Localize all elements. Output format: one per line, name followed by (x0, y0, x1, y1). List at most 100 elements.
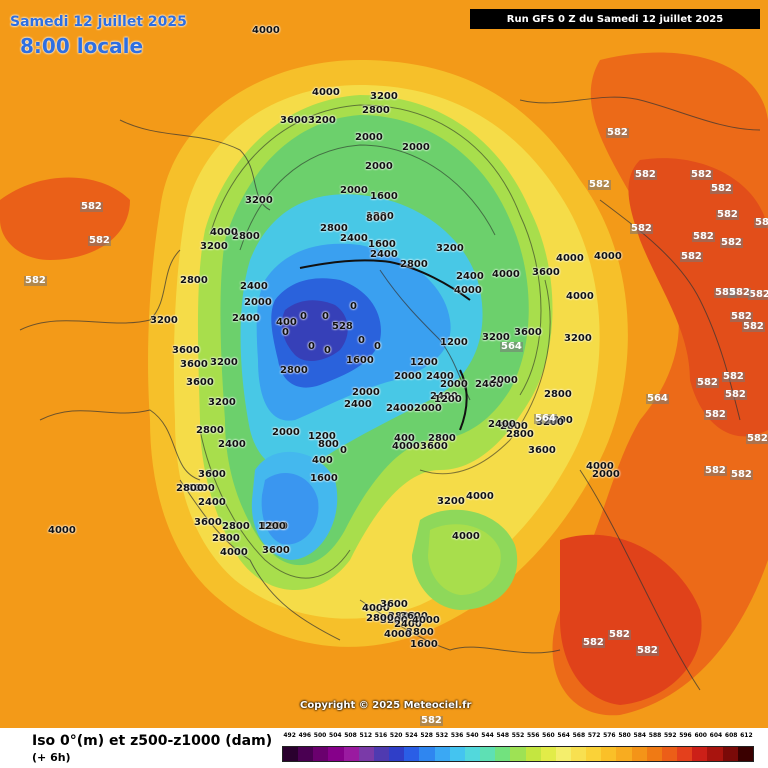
iso0-contour-label: 4000 (594, 251, 622, 262)
legend-swatch (480, 747, 496, 761)
iso0-contour-label: 4000 (252, 25, 280, 36)
iso0-contour-label: 3200 (308, 115, 336, 126)
legend-bar (282, 746, 754, 762)
z500-contour-label: 582 (696, 377, 719, 388)
z500-contour-label: 582 (730, 311, 753, 322)
iso0-contour-label: 528 (332, 321, 353, 332)
legend-swatch (328, 747, 344, 761)
iso0-contour-label: 1600 (370, 191, 398, 202)
z500-contour-label: 582 (754, 218, 768, 228)
legend-label: 604 (709, 732, 723, 739)
iso0-contour-label: 2800 (544, 389, 572, 400)
legend-swatch (677, 747, 693, 761)
legend-label: 576 (603, 732, 616, 739)
iso0-contour-label: 1200 (440, 337, 468, 348)
iso0-contour-label: 3200 (564, 333, 592, 344)
iso0-contour-label: 2000 (440, 379, 468, 390)
iso0-contour-label: 3200 (150, 315, 178, 326)
z500-contour-label: 582 (746, 433, 768, 444)
iso0-contour-label: 4000 (492, 269, 520, 280)
legend-swatch (616, 747, 632, 761)
legend-label: 544 (481, 732, 494, 739)
lead-time: (+ 6h) (32, 751, 71, 764)
z500-contour-label: 582 (606, 127, 629, 138)
iso0-contour-label: 1600 (410, 639, 438, 650)
legend-label: 536 (450, 732, 464, 739)
z500-contour-label: 582 (720, 237, 743, 248)
iso0-contour-label: 2000 (365, 161, 393, 172)
iso0-contour-label: 4000 (187, 483, 215, 494)
iso0-contour-label: 2000 (355, 132, 383, 143)
z500-contour-label: 582 (420, 715, 443, 726)
iso0-contour-label: 4000 (384, 629, 412, 640)
iso0-contour-label: 4000 (466, 491, 494, 502)
legend-label: 612 (740, 732, 753, 739)
z500-contour-label: 564 (534, 413, 557, 424)
iso0-contour-label: 2800 (400, 259, 428, 270)
iso0-contour-label: 1200 (434, 394, 462, 405)
iso0-contour-label: 4000 (362, 603, 390, 614)
iso0-contour-label: 3600 (172, 345, 200, 356)
legend-label: 596 (679, 732, 692, 739)
z500-contour-label: 582 (582, 637, 605, 648)
legend-label: 568 (572, 732, 586, 739)
z500-contour-label: 564 (646, 393, 669, 404)
legend-swatch (692, 747, 708, 761)
iso0-contour-label: 2000 (272, 427, 300, 438)
legend-swatch (540, 747, 556, 761)
iso0-contour-label: 2000 (490, 375, 518, 386)
z500-contour-label: 582 (630, 223, 653, 234)
iso0-contour-label: 2400 (232, 313, 260, 324)
legend-swatch (570, 747, 587, 761)
color-legend: 492 496 500 504 508 512 516 520 524 528 532 536 540 5… (282, 732, 754, 766)
iso0-contour-label: 2400 (198, 497, 226, 508)
legend-swatch (737, 747, 753, 761)
legend-swatch (510, 747, 526, 761)
legend-labels: 492 496 500 504 508 512 516 520 524 528 532 536 540 5… (282, 732, 754, 744)
iso0-contour-label: 2000 (414, 403, 442, 414)
iso0-contour-label: 1600 (368, 239, 396, 250)
iso0-contour-label: 1200 (260, 521, 288, 532)
legend-swatch (707, 747, 723, 761)
iso0-contour-label: 0 (308, 341, 315, 352)
iso0-contour-label: 2800 (320, 223, 348, 234)
legend-label: 540 (466, 732, 479, 739)
iso0-contour-label: 3600 (380, 599, 408, 610)
iso0-contour-label: 3600 (400, 611, 428, 622)
iso0-contour-label: 3200 (482, 332, 510, 343)
iso0-contour-label: 0 (340, 445, 347, 456)
iso0-contour-label: 2800 (388, 611, 416, 622)
iso0-contour-label: 1200 (410, 357, 438, 368)
legend-label: 584 (633, 732, 647, 739)
iso0-contour-label: 2400 (426, 371, 454, 382)
iso0-contour-label: 2800 (366, 613, 394, 624)
map-date: Samedi 12 juillet 2025 (10, 14, 187, 30)
iso0-contour-label: 2800 (212, 533, 240, 544)
legend-label: 548 (496, 732, 510, 739)
iso0-contour-label: 2800 (196, 425, 224, 436)
iso0-contour-label: 2800 (428, 433, 456, 444)
iso0-contour-label: 3600 (420, 441, 448, 452)
iso0-contour-label: 1200 (308, 431, 336, 442)
legend-label: 508 (344, 732, 357, 739)
z500-contour-label: 582 (748, 290, 768, 300)
iso0-contour-label: 4000 (566, 291, 594, 302)
z500-contour-label: 582 (704, 465, 727, 476)
legend-label: 600 (694, 732, 707, 739)
iso0-contour-label: 2000 (402, 142, 430, 153)
iso0-contour-label: 4000 (392, 441, 420, 452)
legend-swatch (313, 747, 329, 761)
iso0-contour-label: 3600 (514, 327, 542, 338)
iso0-contour-label: 3600 (262, 545, 290, 556)
legend-label: 532 (435, 732, 449, 739)
iso0-contour-label: 2400 (240, 281, 268, 292)
z500-contour-label: 582 (680, 251, 703, 262)
legend-label: 588 (648, 732, 662, 739)
iso0-contour-label: 4000 (452, 531, 480, 542)
iso0-contour-label: 2800 (506, 429, 534, 440)
z500-contour-label: 582 (692, 231, 715, 242)
iso0-contour-label: 1200 (258, 521, 286, 532)
iso0-contour-label: 4000 (210, 227, 238, 238)
copyright: Copyright © 2025 Meteociel.fr (300, 700, 472, 711)
iso0-contour-label: 800 (366, 213, 387, 224)
